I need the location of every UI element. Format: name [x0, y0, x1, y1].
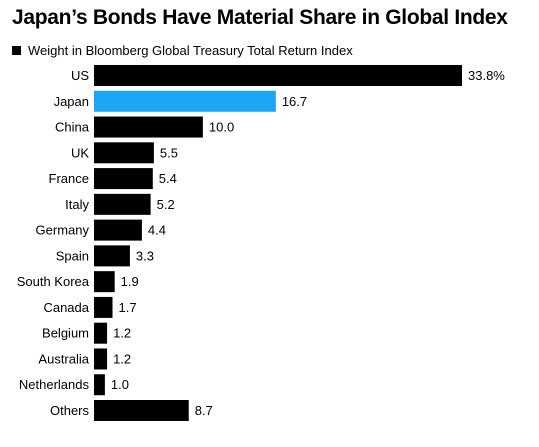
value-label-spain: 3.3 — [136, 248, 154, 263]
bar-france — [94, 168, 153, 190]
bar-us — [94, 65, 462, 86]
chart-title: Japan’s Bonds Have Material Share in Glo… — [12, 6, 508, 29]
value-label-china: 10.0 — [209, 120, 234, 135]
category-label-china: China — [55, 120, 90, 135]
value-label-japan: 16.7 — [282, 94, 307, 109]
value-label-others: 8.7 — [195, 403, 213, 418]
value-label-uk: 5.5 — [160, 145, 178, 160]
value-label-france: 5.4 — [159, 171, 177, 186]
bar-others — [94, 400, 189, 422]
value-label-australia: 1.2 — [113, 351, 131, 366]
category-label-others: Others — [50, 403, 90, 418]
bar-germany — [94, 219, 142, 241]
category-label-italy: Italy — [65, 197, 89, 212]
bar-south-korea — [94, 271, 115, 293]
bar-china — [94, 116, 203, 138]
bar-canada — [94, 296, 113, 318]
value-label-south-korea: 1.9 — [121, 274, 139, 289]
value-label-canada: 1.7 — [119, 300, 137, 315]
category-label-uk: UK — [71, 145, 89, 160]
value-label-netherlands: 1.0 — [111, 377, 129, 392]
bar-australia — [94, 348, 108, 370]
value-label-belgium: 1.2 — [113, 326, 131, 341]
category-label-belgium: Belgium — [42, 326, 89, 341]
category-label-netherlands: Netherlands — [19, 377, 90, 392]
category-label-canada: Canada — [43, 300, 89, 315]
legend-label: Weight in Bloomberg Global Treasury Tota… — [28, 43, 353, 58]
category-label-spain: Spain — [56, 248, 89, 263]
bar-spain — [94, 245, 130, 267]
category-label-france: France — [49, 171, 89, 186]
value-label-us: 33.8% — [468, 68, 505, 83]
category-label-japan: Japan — [54, 94, 89, 109]
bar-italy — [94, 193, 151, 215]
legend-swatch — [12, 46, 21, 55]
value-label-germany: 4.4 — [148, 223, 166, 238]
bar-uk — [94, 142, 154, 164]
bar-netherlands — [94, 374, 105, 396]
legend: Weight in Bloomberg Global Treasury Tota… — [12, 43, 353, 58]
category-label-us: US — [71, 68, 89, 83]
bar-japan — [94, 90, 276, 112]
category-label-australia: Australia — [38, 351, 89, 366]
category-label-germany: Germany — [36, 223, 90, 238]
bar-belgium — [94, 322, 108, 344]
category-label-south-korea: South Korea — [17, 274, 90, 289]
value-label-italy: 5.2 — [157, 197, 175, 212]
